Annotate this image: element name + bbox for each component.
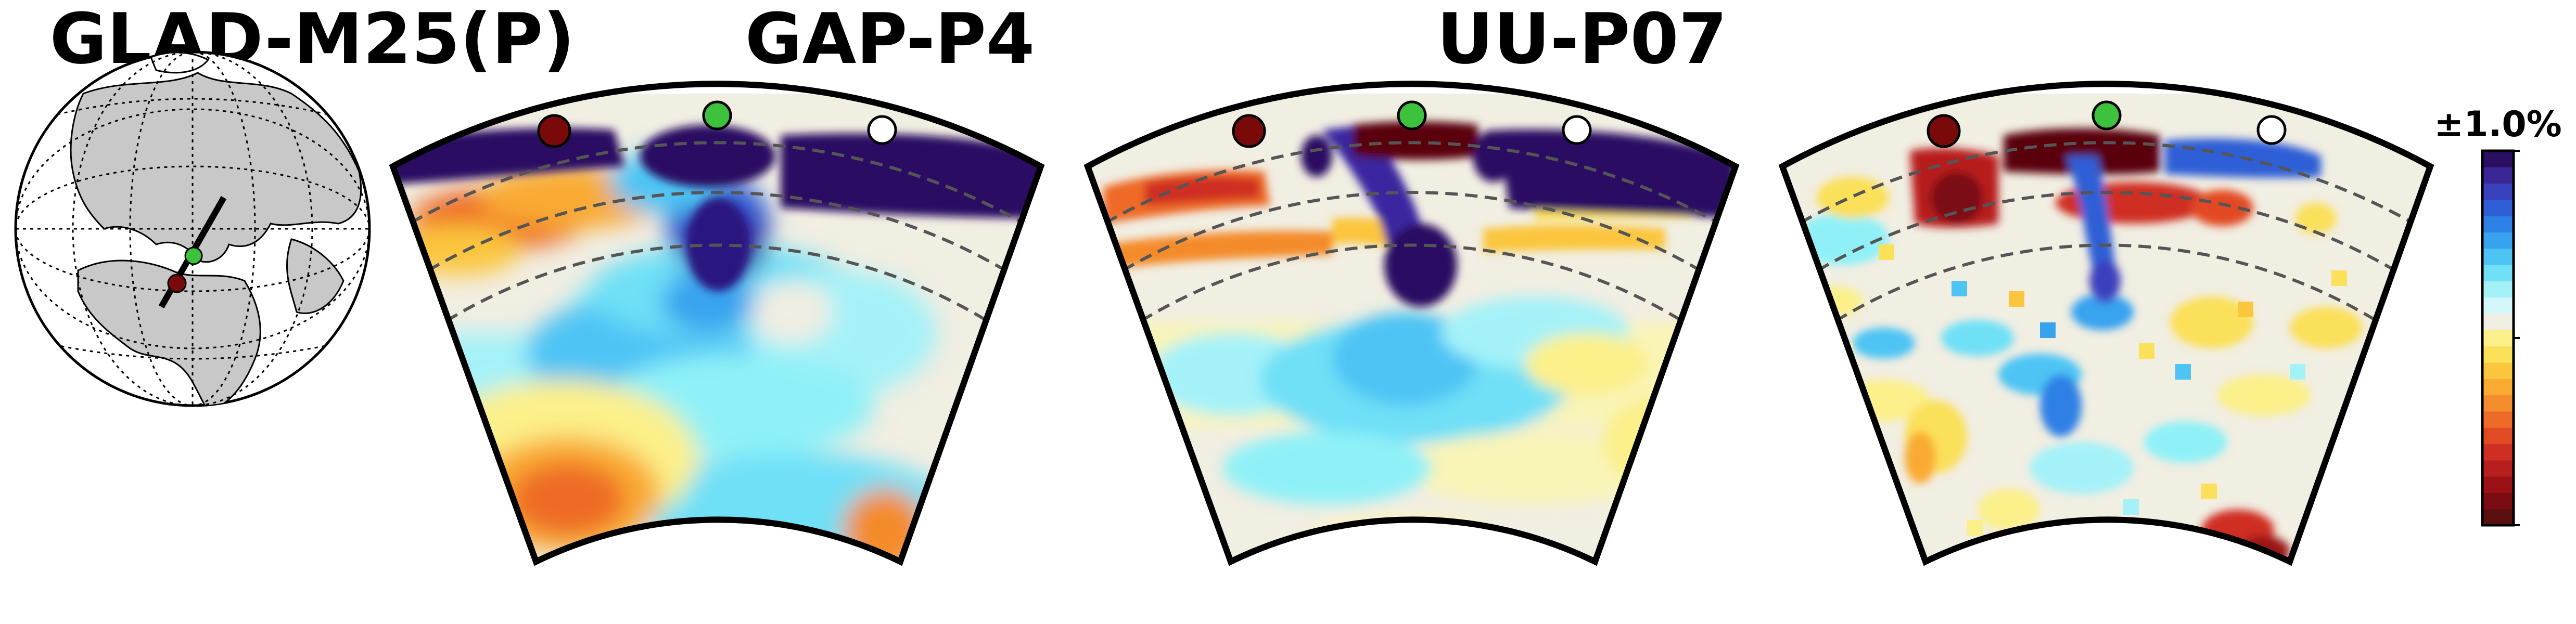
velocity-anomalies — [396, 151, 952, 562]
marker-center — [1397, 100, 1427, 131]
depth-contours — [410, 141, 1024, 322]
colorbar-swatch — [2482, 346, 2514, 363]
colorbar-swatch — [2482, 151, 2514, 167]
marker-east — [2256, 115, 2287, 145]
colorbar-ticks — [2514, 150, 2520, 526]
marker-east — [867, 115, 897, 145]
colorbar-swatch — [2482, 314, 2514, 330]
colorbar-swatch — [2482, 492, 2514, 510]
colorbar-swatch — [2482, 183, 2514, 200]
panel-outline — [1778, 81, 2434, 566]
tomography-panel-uu-p07 — [1778, 81, 2434, 566]
panel-outline — [1083, 81, 1740, 566]
marker-center — [2092, 100, 2122, 131]
colorbar-swatch — [2482, 167, 2514, 184]
colorbar-swatch — [2482, 232, 2514, 249]
marker-west — [537, 114, 571, 148]
globe-marker-west — [167, 274, 187, 293]
colorbar-swatch — [2482, 395, 2514, 412]
globe-marker-center — [184, 246, 203, 265]
colorbar-swatch — [2482, 362, 2514, 379]
marker-center — [702, 100, 732, 131]
colorbar-swatch — [2482, 330, 2514, 347]
globe-graticule — [16, 52, 369, 406]
tomography-panel-gap-p4 — [1083, 81, 1740, 566]
colorbar-swatch — [2482, 427, 2514, 445]
colorbar-swatch — [2482, 476, 2514, 493]
colorbar-swatch — [2482, 216, 2514, 233]
panel-title-uu-p07: UU-P07 — [1437, 0, 1727, 80]
tomography-panel-glad-m25 — [389, 81, 1045, 566]
colorbar-swatch — [2482, 411, 2514, 428]
marker-east — [1562, 115, 1592, 145]
colorbar-swatch — [2482, 509, 2514, 526]
panel-title-gap-p4: GAP-P4 — [745, 0, 1035, 80]
colorbar-swatch — [2482, 460, 2514, 477]
colorbar-swatch — [2482, 297, 2514, 314]
colorbar — [2481, 149, 2520, 527]
colorbar-swatch — [2482, 248, 2514, 265]
colorbar-swatch — [2482, 281, 2514, 298]
colorbar-swatch — [2482, 379, 2514, 396]
colorbar-swatch — [2482, 199, 2514, 216]
colorbar-swatches — [2482, 151, 2514, 526]
colorbar-swatch — [2482, 444, 2514, 461]
panel-outline — [389, 81, 1045, 566]
marker-west — [1927, 114, 1961, 148]
colorbar-swatch — [2482, 265, 2514, 282]
colorbar-label: ±1.0% — [2434, 104, 2562, 145]
location-globe — [14, 50, 371, 407]
marker-west — [1232, 114, 1266, 148]
depth-contours — [1800, 141, 2413, 322]
depth-contours — [1105, 141, 1718, 322]
